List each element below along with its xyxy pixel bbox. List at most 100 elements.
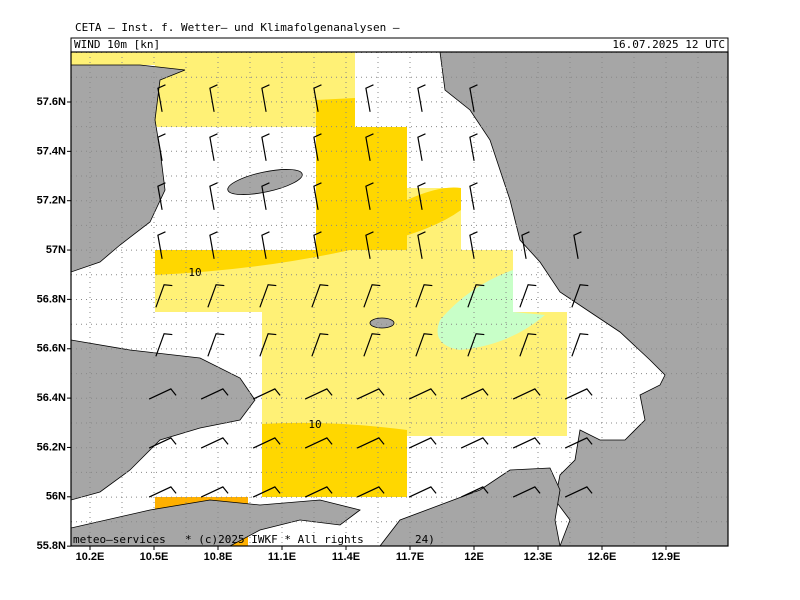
- contour-label: 10: [308, 418, 321, 431]
- island-laeso: [227, 169, 303, 195]
- shade-light: [71, 52, 155, 65]
- wind-barb: [564, 437, 593, 449]
- axes: 57.6N 57.4N 57.2N 57N 56.8N 56.6N 56.4N 56.2N 56…: [37, 96, 681, 563]
- wind-barb: [311, 284, 329, 308]
- lon-label: 12.3E: [524, 551, 553, 563]
- wind-barb: [252, 486, 281, 498]
- wind-barb: [519, 284, 537, 308]
- field-label: WIND 10m [kn]: [74, 38, 160, 51]
- lat-label: 57N: [46, 244, 66, 256]
- lat-label: 57.2N: [37, 195, 66, 207]
- wind-barb: [261, 84, 270, 112]
- wind-barb: [417, 231, 426, 259]
- wind-barb: [157, 84, 166, 112]
- wind-barb: [356, 437, 385, 449]
- lon-label: 12.9E: [652, 551, 681, 563]
- wind-barb: [469, 182, 478, 210]
- contour-label: 10: [188, 266, 201, 279]
- lat-label: 55.8N: [37, 540, 66, 552]
- wind-barb: [356, 486, 385, 498]
- wind-barb: [259, 333, 277, 357]
- wind-barb: [408, 437, 437, 449]
- wind-barb: [469, 84, 478, 112]
- lon-label: 10.8E: [204, 551, 233, 563]
- valid-time: 16.07.2025 12 UTC: [612, 38, 725, 51]
- map-area: 10 10 meteo—services * (c)2025 IWKF * Al…: [71, 52, 728, 546]
- wind-barb: [148, 437, 177, 449]
- wind-barb: [573, 231, 582, 259]
- wind-barb: [200, 486, 229, 498]
- footer-center: * (c)2025 IWKF * All rights: [185, 533, 364, 546]
- wind-barb: [313, 133, 322, 161]
- wind-barb: [148, 388, 177, 400]
- wind-barb: [209, 133, 218, 161]
- lon-label: 11.1E: [268, 551, 296, 563]
- wind-barb: [209, 84, 218, 112]
- lon-label: 12.6E: [588, 551, 617, 563]
- lat-label: 57.4N: [37, 145, 66, 157]
- lat-label: 56N: [46, 491, 66, 503]
- wind-barb: [415, 284, 433, 308]
- shade-gold: [316, 127, 407, 250]
- wind-barb: [209, 182, 218, 210]
- wind-barb: [252, 388, 281, 400]
- wind-barb: [417, 133, 426, 161]
- wind-barb: [519, 333, 537, 357]
- lon-label: 12E: [464, 551, 484, 563]
- wind-barb: [304, 437, 333, 449]
- footer-left: meteo—services: [73, 533, 166, 546]
- lat-label: 56.4N: [37, 392, 66, 404]
- wind-barb: [363, 284, 381, 308]
- wind-barb: [363, 333, 381, 357]
- land-djursland: [71, 339, 256, 501]
- wind-barb: [467, 333, 485, 357]
- wind-barb: [155, 284, 173, 308]
- wind-barb: [512, 388, 541, 400]
- lat-label: 56.6N: [37, 343, 66, 355]
- wind-barb: [467, 284, 485, 308]
- shade-green: [437, 270, 545, 350]
- wind-barb: [311, 333, 329, 357]
- wind-barb: [304, 486, 333, 498]
- wind-barb: [356, 388, 385, 400]
- wind-barb: [207, 284, 225, 308]
- lon-label: 10.2E: [76, 551, 105, 563]
- wind-barb: [157, 133, 166, 161]
- shade-gold: [155, 250, 350, 275]
- wind-barb: [521, 231, 530, 259]
- wind-barb: [155, 333, 173, 357]
- wind-barb: [157, 231, 166, 259]
- wind-barb: [261, 231, 270, 259]
- lat-label: 56.8N: [37, 293, 66, 305]
- wind-barb: [564, 388, 593, 400]
- wind-barb: [261, 133, 270, 161]
- footer-right: 24): [415, 533, 435, 546]
- wind-barb: [460, 437, 489, 449]
- wind-barb: [157, 182, 166, 210]
- wind-barb: [417, 182, 426, 210]
- wind-barb: [365, 182, 374, 210]
- wind-barb: [408, 486, 437, 498]
- wind-barb: [365, 231, 374, 259]
- wind-barbs: [148, 84, 593, 498]
- wind-barb: [460, 388, 489, 400]
- wind-barb: [304, 388, 333, 400]
- shade-gold: [316, 98, 355, 127]
- wind-barb: [512, 486, 541, 498]
- lon-label: 10.5E: [140, 551, 169, 563]
- wind-barb: [415, 333, 433, 357]
- wind-barb: [417, 84, 426, 112]
- wind-barb: [365, 133, 374, 161]
- wind-barb: [252, 437, 281, 449]
- wind-barb: [209, 231, 218, 259]
- land-zealand-west: [71, 499, 361, 546]
- wind-barb: [313, 84, 322, 112]
- map-title: CETA — Inst. f. Wetter— und Klimafolgena…: [75, 21, 400, 34]
- wind-barb: [261, 182, 270, 210]
- lon-label: 11.7E: [396, 551, 424, 563]
- island-anholt: [369, 317, 395, 329]
- wind-barb: [571, 333, 589, 357]
- wind-barb: [469, 231, 478, 259]
- wind-barb: [408, 388, 437, 400]
